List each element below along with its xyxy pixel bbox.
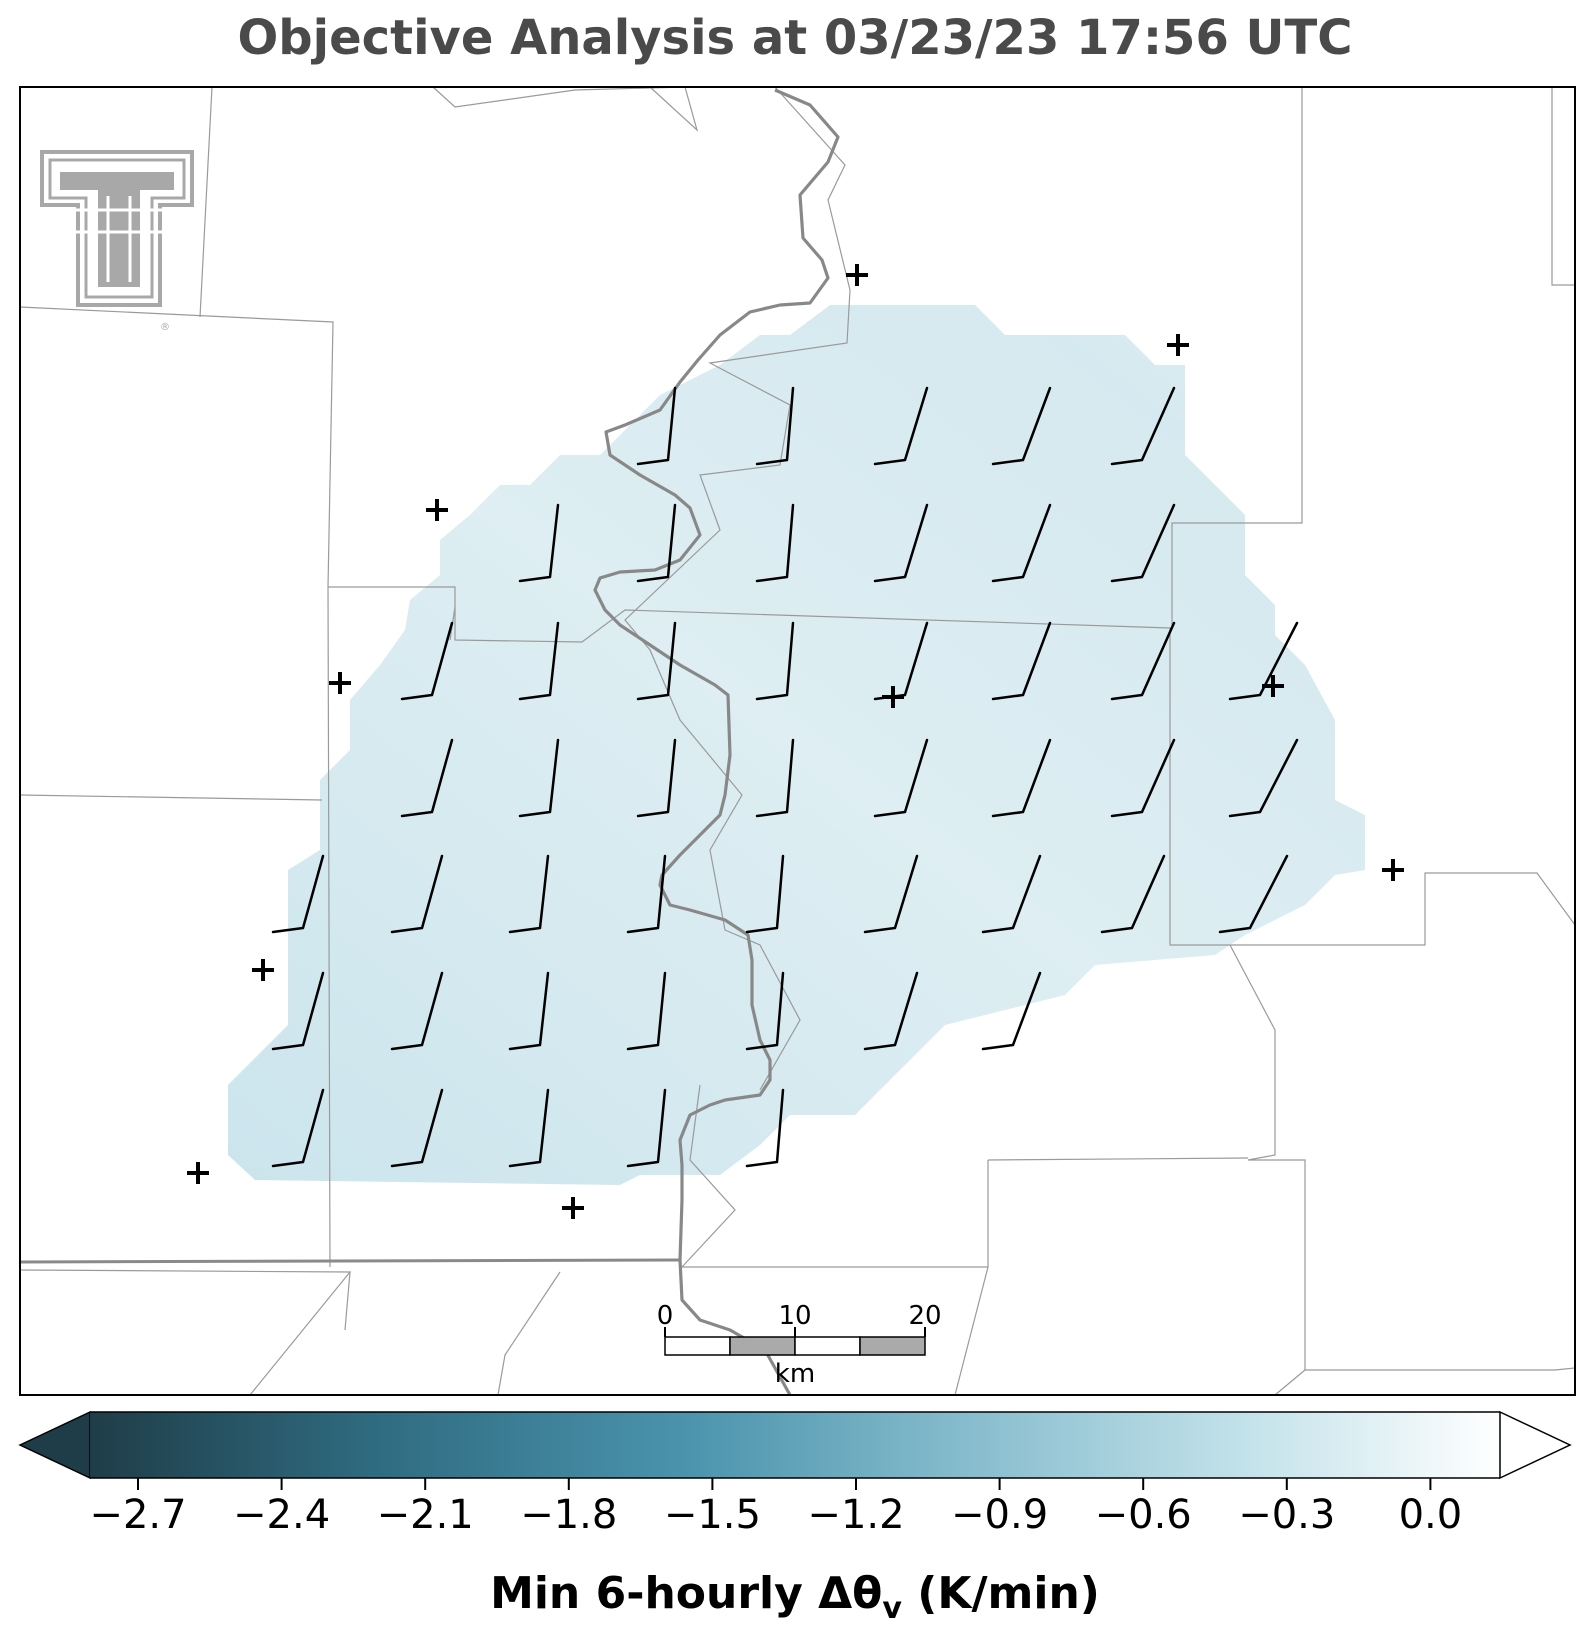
wind-barb — [518, 621, 560, 701]
river — [593, 88, 840, 1396]
wind-barb — [1110, 386, 1176, 466]
wind-barb — [755, 738, 795, 818]
texas-tech-double-t-logo: ® — [40, 150, 194, 333]
wind-barb — [1100, 854, 1166, 934]
wind-barb — [755, 621, 795, 701]
wind-barb — [981, 971, 1042, 1051]
wind-barb — [390, 854, 444, 934]
colorbar-tick-label: −0.3 — [1238, 1492, 1335, 1538]
wind-barb — [508, 971, 550, 1051]
station-marker — [1382, 859, 1404, 881]
wind-barb — [981, 854, 1042, 934]
wind-barb — [745, 854, 785, 934]
scale-label-10: 10 — [778, 1301, 811, 1331]
colorbar-tick-label: −1.2 — [807, 1492, 904, 1538]
colorbar-tick-label: −1.8 — [520, 1492, 617, 1538]
station-marker — [562, 1197, 584, 1219]
wind-barb — [400, 738, 454, 818]
wind-barb — [1218, 854, 1289, 934]
colorbar-extend-high — [1499, 1410, 1572, 1480]
wind-barb — [745, 1088, 785, 1168]
scale-bar: 0 10 20 km — [657, 1301, 942, 1389]
wind-barb — [636, 503, 677, 583]
wind-barb — [508, 854, 550, 934]
station-marker — [187, 1162, 209, 1184]
wind-barb — [991, 738, 1052, 818]
colorbar-label: Min 6-hourly Δθv (K/min) — [490, 1568, 1100, 1626]
wind-barb — [1110, 503, 1176, 583]
colorbar: −2.7 −2.4 −2.1 −1.8 −1.5 −1.2 −0.9 −0.6 −0.3 0.0 — [18, 1410, 1572, 1538]
wind-barb — [271, 854, 325, 934]
map-frame — [19, 86, 1576, 1396]
svg-text:®: ® — [160, 322, 170, 333]
colorbar-ramp — [90, 1412, 1500, 1478]
wind-barb — [390, 1088, 444, 1168]
colorbar-extend-low — [18, 1410, 91, 1480]
colorbar-tick-label: −1.5 — [664, 1492, 761, 1538]
scale-segment-1 — [664, 1336, 731, 1356]
wind-barb — [636, 738, 677, 818]
wind-barb — [271, 1088, 325, 1168]
state-boundary — [19, 1258, 681, 1264]
wind-barb — [873, 738, 929, 818]
colorbar-tick-label: −2.1 — [377, 1492, 474, 1538]
station-marker — [426, 499, 448, 521]
colorbar-tick-label: −0.9 — [951, 1492, 1048, 1538]
wind-barb — [390, 971, 444, 1051]
wind-barb — [873, 503, 929, 583]
wind-barb — [991, 503, 1052, 583]
wind-barb — [636, 621, 677, 701]
scale-unit: km — [775, 1359, 815, 1389]
wind-barb — [508, 1088, 550, 1168]
wind-barb — [1228, 738, 1299, 818]
station-marker — [329, 672, 351, 694]
wind-barb — [518, 503, 560, 583]
scale-segment-4 — [859, 1336, 926, 1356]
scale-segment-3 — [794, 1336, 861, 1356]
wind-barb — [626, 1088, 667, 1168]
map-title: Objective Analysis at 03/23/23 17:56 UTC — [237, 10, 1353, 66]
station-marker — [846, 264, 868, 286]
wind-barb — [626, 854, 667, 934]
wind-barb — [271, 971, 325, 1051]
colorbar-tick-label: −2.7 — [89, 1492, 186, 1538]
wind-barb — [636, 386, 677, 466]
analysis-field — [228, 305, 1365, 1185]
scale-label-0: 0 — [657, 1301, 674, 1331]
wind-barb — [863, 971, 919, 1051]
county-lines — [19, 86, 1576, 1396]
wind-barb — [755, 503, 795, 583]
wind-barb — [1228, 621, 1299, 701]
colorbar-tick-label: −2.4 — [233, 1492, 330, 1538]
wind-barb — [991, 621, 1052, 701]
wind-barb — [626, 971, 667, 1051]
colorbar-tick-label: −0.6 — [1095, 1492, 1192, 1538]
wind-barb — [518, 738, 560, 818]
wind-barb — [873, 386, 929, 466]
wind-barb — [873, 621, 929, 701]
wind-barb — [863, 854, 919, 934]
station-marker — [1167, 334, 1189, 356]
wind-barbs — [271, 386, 1299, 1168]
map-panel — [19, 86, 1576, 1396]
colorbar-tick-label: 0.0 — [1399, 1492, 1463, 1538]
wind-barb — [755, 386, 795, 466]
wind-barb — [745, 971, 785, 1051]
wind-barb — [1110, 621, 1176, 701]
scale-segment-2 — [729, 1336, 796, 1356]
scale-label-20: 20 — [908, 1301, 941, 1331]
wind-barb — [400, 621, 454, 701]
wind-barb — [1110, 738, 1176, 818]
wind-barb — [991, 386, 1052, 466]
station-marker — [252, 959, 274, 981]
